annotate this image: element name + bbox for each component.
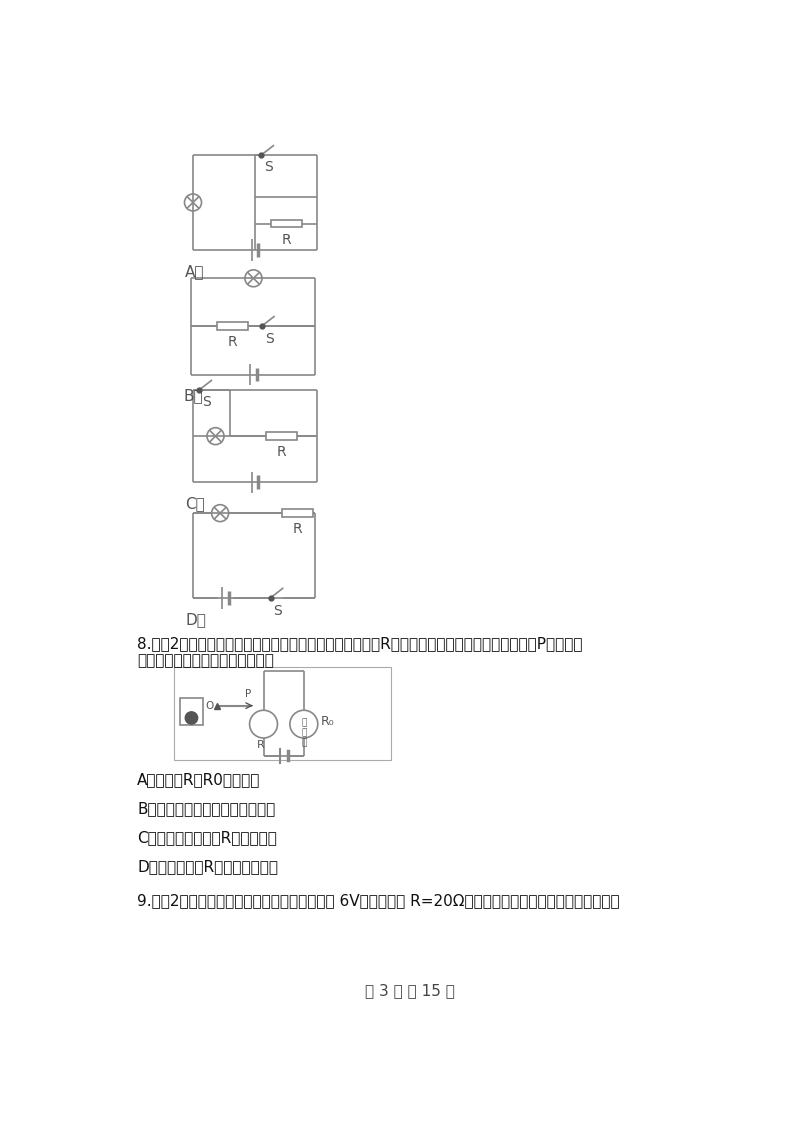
Text: S: S bbox=[264, 160, 273, 173]
Text: R: R bbox=[258, 740, 265, 751]
Text: 9.　（2分）如图所示的电路中，电源电压恒为 6V，定値电阵 R=20Ω，闭合开关后，下列说法正确的是：（: 9. （2分）如图所示的电路中，电源电压恒为 6V，定値电阵 R=20Ω，闭合开… bbox=[138, 893, 620, 909]
Bar bbox=[217, 323, 248, 329]
Text: D．: D． bbox=[186, 611, 206, 627]
Text: 油
量
表: 油 量 表 bbox=[301, 718, 306, 748]
Text: C．: C． bbox=[186, 496, 205, 512]
Text: 8.　（2分）如图是一种自动测定油箱内油面高度的装置，R是转动式滑动变阶器，它的金属滑片P是杠杆的: 8. （2分）如图是一种自动测定油箱内油面高度的装置，R是转动式滑动变阶器，它的… bbox=[138, 636, 582, 651]
Text: S: S bbox=[202, 395, 211, 409]
Text: S: S bbox=[274, 604, 282, 618]
Bar bbox=[266, 432, 297, 440]
Text: 第 3 页 共 15 页: 第 3 页 共 15 页 bbox=[365, 983, 455, 997]
Bar bbox=[270, 220, 302, 228]
Text: A．电路中R和R0是并联的: A．电路中R和R0是并联的 bbox=[138, 772, 261, 787]
Text: O: O bbox=[205, 701, 214, 711]
Text: R₀: R₀ bbox=[321, 714, 334, 728]
Text: R: R bbox=[293, 522, 302, 537]
Text: B．: B． bbox=[184, 388, 203, 403]
Text: A．: A． bbox=[186, 264, 205, 278]
Text: S: S bbox=[265, 332, 274, 346]
Text: D．油位越低，R两端的电压越小: D．油位越低，R两端的电压越小 bbox=[138, 859, 278, 875]
Text: C．油位越高，流过R的电流越大: C．油位越高，流过R的电流越大 bbox=[138, 831, 277, 846]
Text: 一端，下列说法正确的是（　　）: 一端，下列说法正确的是（ ） bbox=[138, 653, 274, 668]
Text: B．油量表是由电流表改装而成的: B．油量表是由电流表改装而成的 bbox=[138, 801, 275, 816]
Bar bbox=[180, 698, 203, 724]
Bar bbox=[282, 509, 313, 517]
Text: R: R bbox=[281, 233, 291, 247]
Bar bbox=[174, 667, 390, 760]
Circle shape bbox=[186, 712, 198, 724]
Text: P: P bbox=[245, 689, 251, 700]
Text: R: R bbox=[227, 335, 237, 350]
Text: R: R bbox=[277, 445, 286, 460]
